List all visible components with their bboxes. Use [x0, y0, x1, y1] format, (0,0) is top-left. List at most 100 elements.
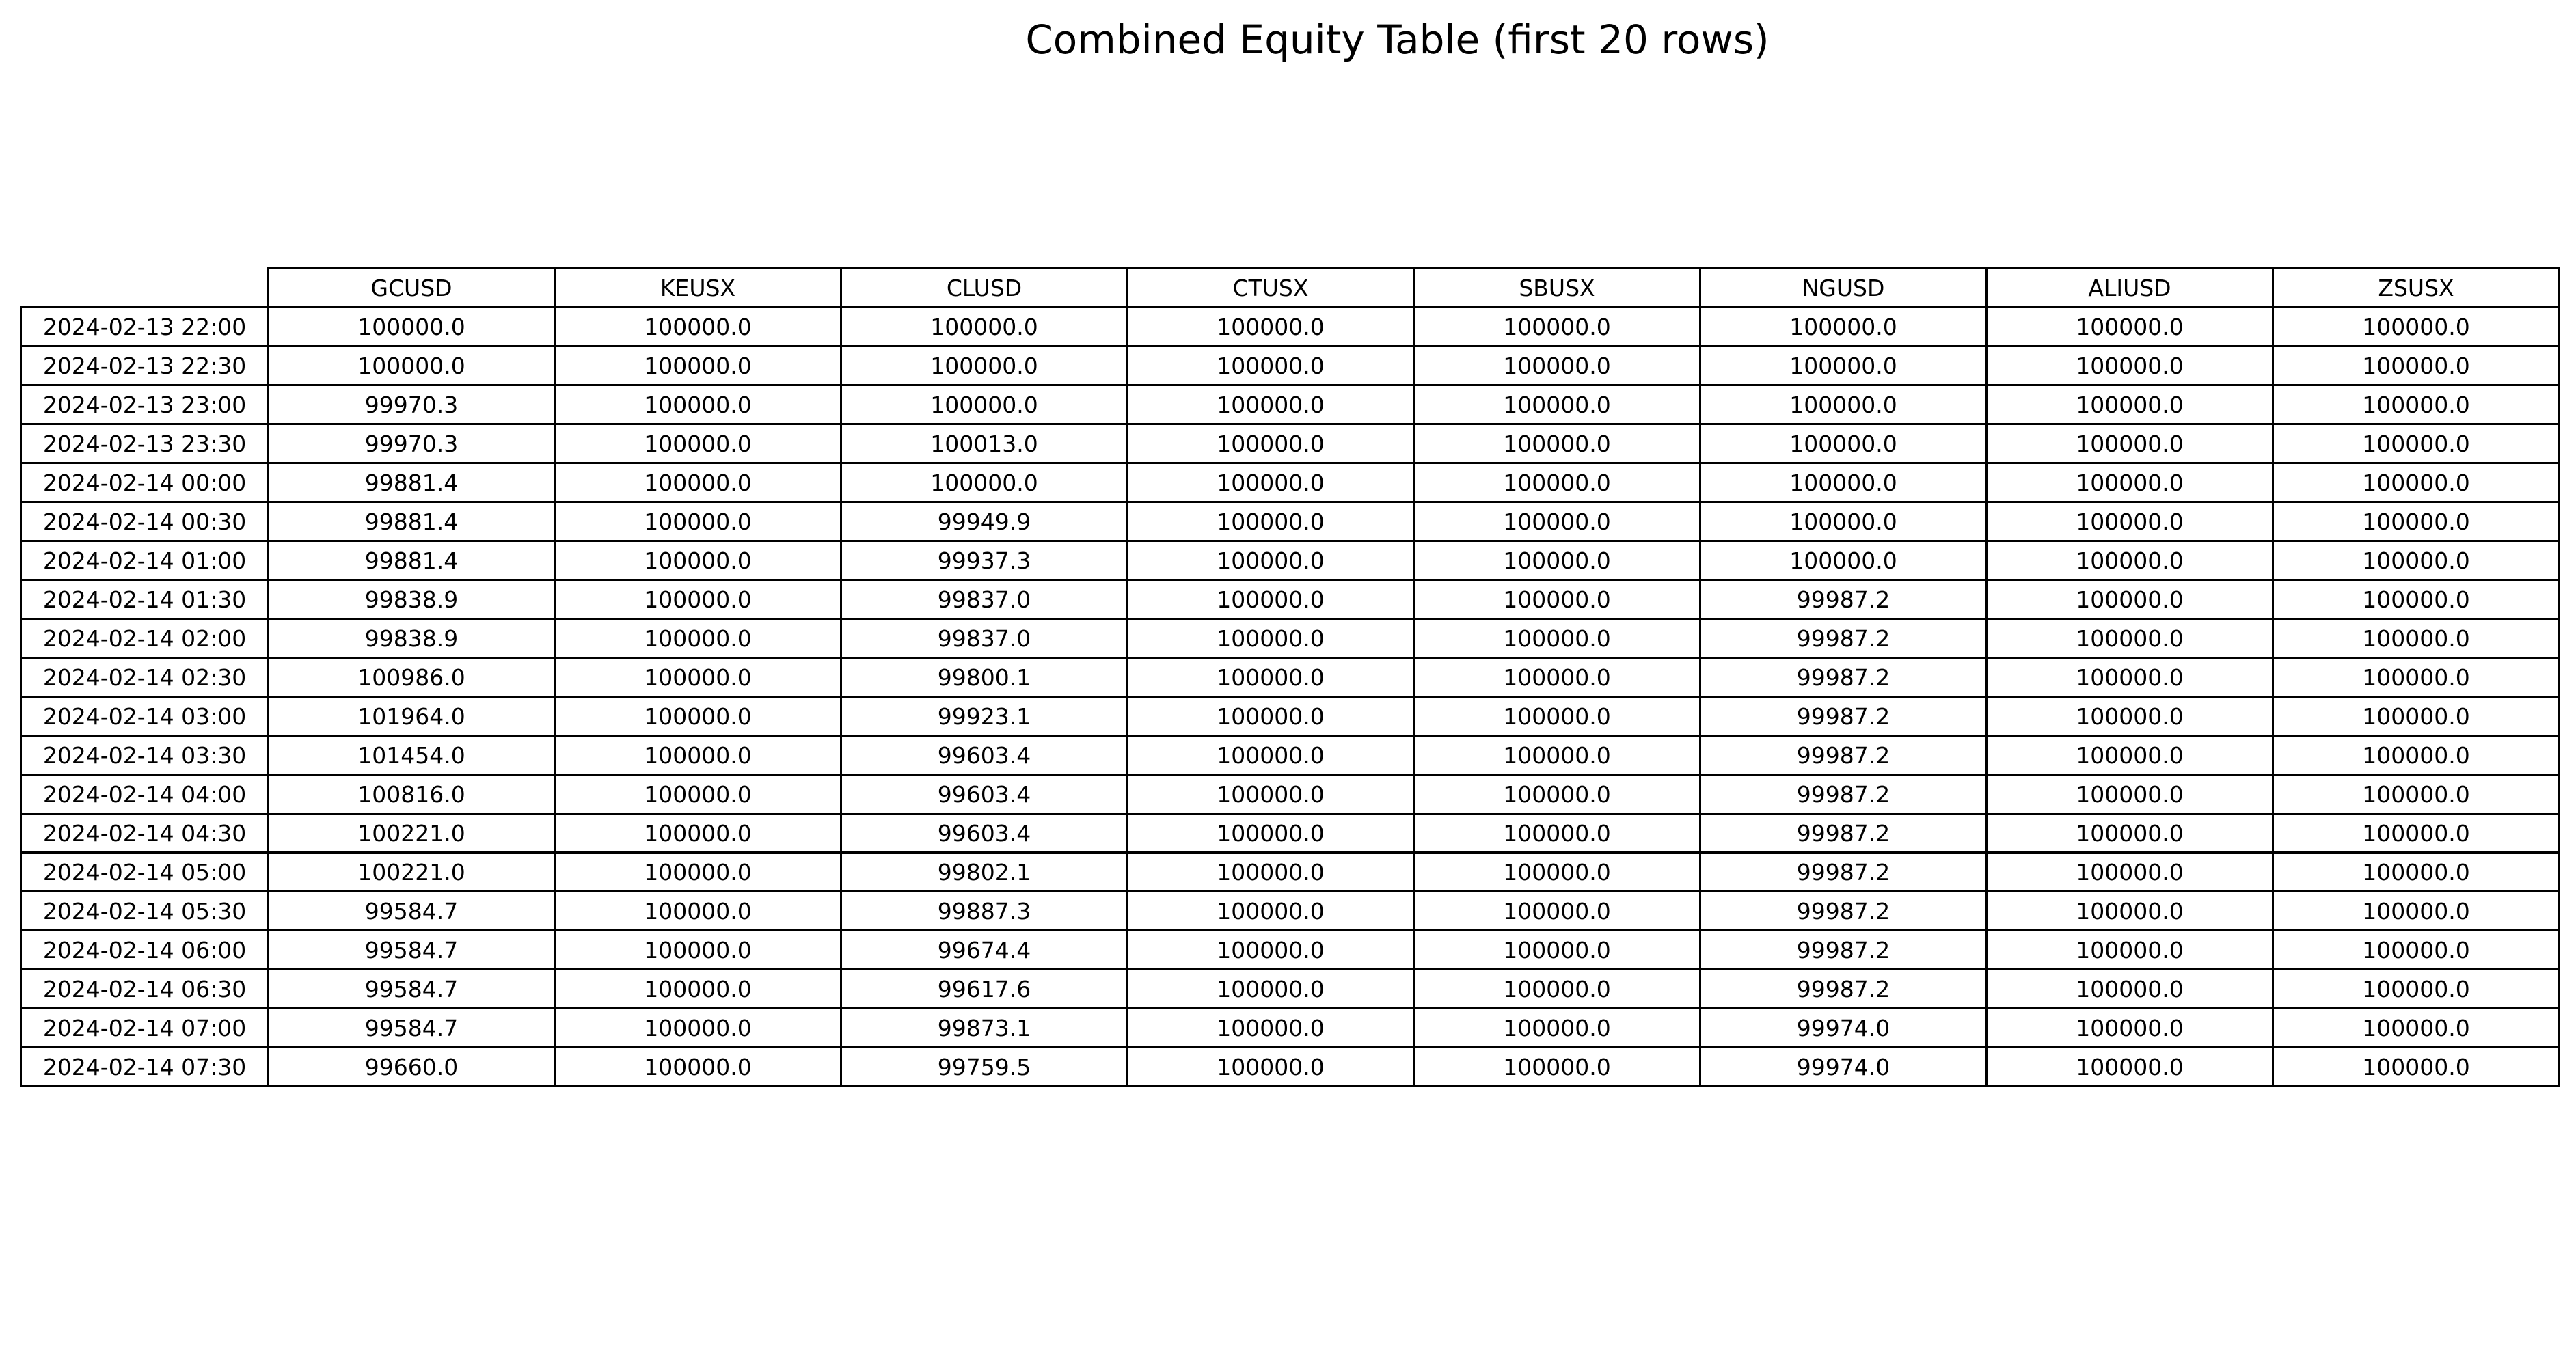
table-cell: 100000.0: [1985, 423, 2274, 464]
table-cell: 100000.0: [1126, 384, 1415, 425]
table-cell: 99603.4: [840, 774, 1128, 815]
table-cell: 100000.0: [1985, 851, 2274, 892]
table-cell: 100000.0: [1126, 851, 1415, 892]
table-cell: 100000.0: [554, 462, 842, 503]
table-row: 2024-02-13 23:30 99970.3 100000.0 100013.0 1…: [20, 423, 2560, 464]
table-cell: 100000.0: [1126, 813, 1415, 854]
table-cell: 100000.0: [1985, 501, 2274, 542]
table-cell: 100000.0: [1413, 579, 1701, 620]
table-cell: 100000.0: [1126, 735, 1415, 776]
table-cell: 100000.0: [1413, 968, 1701, 1009]
table-cell: 100000.0: [1413, 540, 1701, 581]
table-cell: 100221.0: [267, 851, 556, 892]
table-cell: 100816.0: [267, 774, 556, 815]
chart-title: Combined Equity Table (first 20 rows): [1025, 16, 1770, 63]
table-cell: 100000.0: [1985, 579, 2274, 620]
table-row: 2024-02-13 22:00 100000.0 100000.0 100000.0…: [20, 306, 2560, 347]
table-cell: 100000.0: [554, 890, 842, 931]
table-cell: 100000.0: [1413, 423, 1701, 464]
table-cell: 99987.2: [1699, 774, 1988, 815]
row-index-cell: 2024-02-14 04:30: [20, 813, 269, 854]
table-cell: 100221.0: [267, 813, 556, 854]
table-cell: 100000.0: [1985, 384, 2274, 425]
table-cell: 100000.0: [554, 813, 842, 854]
table-row: 2024-02-14 01:30 99838.9 100000.0 99837.0 10…: [20, 579, 2560, 620]
table-cell: 100000.0: [1413, 774, 1701, 815]
table-cell: 100000.0: [554, 696, 842, 737]
table-cell: 99603.4: [840, 735, 1128, 776]
table-cell: 100000.0: [1413, 618, 1701, 659]
table-cell: 100000.0: [1413, 462, 1701, 503]
table-cell: 99584.7: [267, 1007, 556, 1048]
row-index-cell: 2024-02-13 22:30: [20, 345, 269, 386]
table-row: 2024-02-14 02:30 100986.0 100000.0 99800.1 1…: [20, 657, 2560, 698]
table-cell: 100000.0: [554, 1046, 842, 1087]
row-index-cell: 2024-02-13 22:00: [20, 306, 269, 347]
row-index-cell: 2024-02-14 00:00: [20, 462, 269, 503]
row-index-cell: 2024-02-14 05:00: [20, 851, 269, 892]
table-row: 2024-02-14 04:30 100221.0 100000.0 99603.4 1…: [20, 813, 2560, 854]
table-cell: 99584.7: [267, 929, 556, 970]
table-cell: 100000.0: [1699, 306, 1988, 347]
table-cell: 100000.0: [554, 384, 842, 425]
equity-table-container: GCUSD KEUSX CLUSD CTUSX SBUSX NGUSD ALIU…: [20, 267, 2560, 1087]
table-cell: 100000.0: [1126, 1007, 1415, 1048]
column-header: CTUSX: [1126, 267, 1415, 308]
table-cell: 100000.0: [1126, 774, 1415, 815]
corner-cell: [21, 268, 269, 308]
table-cell: 99987.2: [1699, 696, 1988, 737]
table-row: 2024-02-14 00:00 99881.4 100000.0 100000.0 1…: [20, 462, 2560, 503]
row-index-cell: 2024-02-14 06:00: [20, 929, 269, 970]
table-cell: 100000.0: [840, 462, 1128, 503]
table-cell: 99873.1: [840, 1007, 1128, 1048]
table-cell: 99837.0: [840, 618, 1128, 659]
table-cell: 100000.0: [1985, 540, 2274, 581]
table-cell: 100000.0: [1126, 345, 1415, 386]
table-cell: 100000.0: [2272, 423, 2560, 464]
table-cell: 100000.0: [267, 306, 556, 347]
table-cell: 99987.2: [1699, 813, 1988, 854]
table-cell: 99987.2: [1699, 618, 1988, 659]
table-row: 2024-02-14 03:30 101454.0 100000.0 99603.4 1…: [20, 735, 2560, 776]
table-cell: 100000.0: [267, 345, 556, 386]
row-index-cell: 2024-02-13 23:30: [20, 423, 269, 464]
table-cell: 100000.0: [1985, 1046, 2274, 1087]
table-cell: 100000.0: [1126, 929, 1415, 970]
table-cell: 100000.0: [2272, 618, 2560, 659]
table-cell: 99987.2: [1699, 890, 1988, 931]
table-cell: 100000.0: [554, 423, 842, 464]
table-cell: 100000.0: [2272, 696, 2560, 737]
table-cell: 100000.0: [2272, 1007, 2560, 1048]
table-cell: 100000.0: [840, 306, 1128, 347]
column-header: ALIUSD: [1985, 267, 2274, 308]
table-cell: 99584.7: [267, 890, 556, 931]
column-header: NGUSD: [1699, 267, 1988, 308]
row-index-cell: 2024-02-14 03:30: [20, 735, 269, 776]
table-cell: 100000.0: [1985, 968, 2274, 1009]
table-cell: 100000.0: [554, 657, 842, 698]
row-index-cell: 2024-02-14 07:00: [20, 1007, 269, 1048]
table-cell: 100000.0: [554, 968, 842, 1009]
table-cell: 99838.9: [267, 579, 556, 620]
table-cell: 100000.0: [2272, 384, 2560, 425]
table-cell: 99881.4: [267, 540, 556, 581]
table-row: 2024-02-14 06:30 99584.7 100000.0 99617.6 10…: [20, 968, 2560, 1009]
table-cell: 99887.3: [840, 890, 1128, 931]
table-cell: 100000.0: [1413, 1007, 1701, 1048]
row-index-cell: 2024-02-14 06:30: [20, 968, 269, 1009]
table-cell: 100000.0: [1413, 384, 1701, 425]
table-cell: 100000.0: [1126, 306, 1415, 347]
table-cell: 99800.1: [840, 657, 1128, 698]
table-cell: 100000.0: [1126, 696, 1415, 737]
table-cell: 100000.0: [2272, 851, 2560, 892]
table-cell: 100000.0: [554, 1007, 842, 1048]
table-cell: 100000.0: [1985, 813, 2274, 854]
table-cell: 99584.7: [267, 968, 556, 1009]
table-cell: 100000.0: [2272, 1046, 2560, 1087]
table-cell: 100000.0: [1985, 929, 2274, 970]
table-cell: 100000.0: [1985, 657, 2274, 698]
table-cell: 100000.0: [2272, 306, 2560, 347]
table-cell: 100000.0: [2272, 774, 2560, 815]
column-header: SBUSX: [1413, 267, 1701, 308]
table-cell: 99660.0: [267, 1046, 556, 1087]
